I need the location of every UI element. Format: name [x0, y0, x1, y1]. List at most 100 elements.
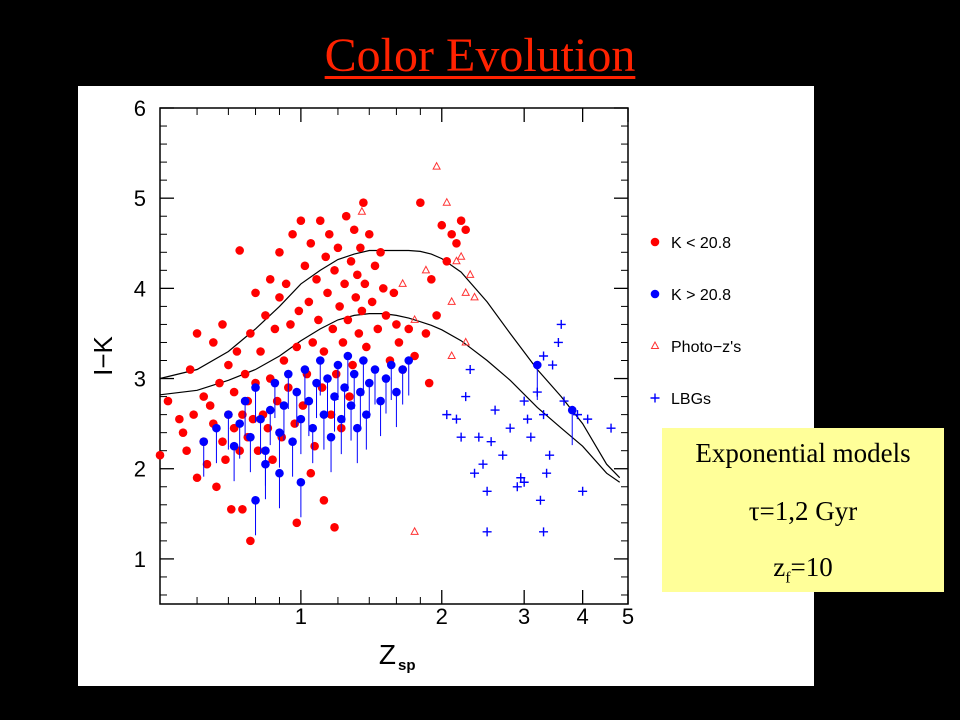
y-tick-label: 2 [134, 457, 146, 482]
point-dot [340, 383, 349, 392]
point-dot [240, 369, 250, 379]
point-dot [392, 387, 401, 397]
point-dot [212, 482, 221, 492]
point-dot [330, 523, 339, 532]
x-tick-label: 2 [436, 604, 448, 629]
point-dot [229, 387, 239, 397]
point-dot [281, 279, 291, 289]
point-triangle [357, 206, 367, 215]
point-dot [349, 225, 359, 235]
point-dot [567, 405, 577, 415]
point-dot [296, 477, 306, 487]
point-plus [559, 396, 569, 406]
point-dot [314, 315, 323, 325]
point-dot [326, 410, 336, 419]
model-curves [159, 249, 621, 483]
legend-label-2: K > 20.8 [671, 287, 731, 304]
point-dot [335, 302, 344, 311]
point-dot [447, 229, 456, 239]
point-plus [505, 423, 515, 433]
point-plus [451, 414, 461, 424]
point-plus [542, 468, 552, 478]
note-zf-main: z [773, 552, 786, 582]
point-dot [182, 446, 191, 455]
point-dot [189, 410, 198, 419]
x-tick-label: 1 [295, 604, 307, 629]
point-dot [376, 247, 385, 257]
legend-label-4: LBGs [671, 391, 711, 408]
point-dot [338, 338, 348, 347]
point-dot [345, 392, 354, 401]
note-line-tau: τ=1,2 Gyr [748, 496, 858, 526]
point-dot [300, 261, 310, 271]
point-dot [212, 423, 221, 433]
point-dot [386, 360, 396, 370]
point-dot [348, 360, 357, 370]
point-dot [246, 536, 255, 546]
plot-frame [159, 107, 629, 605]
note-zf-sub: f [785, 569, 791, 587]
point-dot [306, 238, 316, 248]
point-dot [226, 505, 236, 514]
point-dot [251, 383, 260, 392]
point-dot [362, 342, 371, 352]
point-triangle [461, 287, 471, 296]
y-tick-label: 6 [134, 96, 146, 121]
point-triangle [421, 265, 431, 274]
point-dot [370, 365, 380, 374]
model-curve-2 [159, 313, 621, 483]
point-dot [238, 410, 247, 419]
point-plus [532, 387, 542, 397]
x-tick-label: 4 [577, 604, 589, 629]
y-axis-label: I−K [88, 335, 118, 375]
point-dot [330, 392, 339, 401]
point-dot [359, 198, 368, 207]
point-dot [353, 270, 362, 280]
point-dot [452, 238, 461, 248]
point-dot [456, 216, 466, 226]
point-dot [333, 243, 343, 253]
x-axis-label: Z [379, 639, 396, 670]
point-dot [323, 374, 332, 383]
legend-marker-4 [650, 393, 660, 403]
point-dot [284, 369, 293, 379]
point-dot [341, 211, 351, 221]
point-dot [304, 297, 314, 307]
chart-legend: K < 20.8 K > 20.8 Photo−z's LBGs [650, 235, 741, 408]
point-dot [381, 311, 391, 320]
point-plus [465, 365, 475, 375]
point-triangle [410, 526, 419, 535]
point-dot [461, 225, 471, 235]
point-dot [199, 392, 209, 401]
point-plus [456, 432, 466, 442]
point-dot [356, 387, 365, 397]
point-dot [343, 351, 353, 361]
point-dot [357, 306, 367, 316]
point-dot [192, 473, 202, 483]
point-dot [270, 378, 280, 388]
point-plus [548, 360, 558, 370]
point-dot [232, 347, 242, 356]
point-dot [224, 360, 233, 370]
point-dot [268, 455, 277, 465]
point-plus [578, 486, 588, 496]
point-triangle [410, 314, 419, 323]
point-dot [275, 247, 284, 257]
y-tick-label: 1 [134, 547, 146, 572]
point-dot [229, 441, 239, 451]
note-line-models: Exponential models [695, 438, 911, 468]
point-dot [336, 414, 346, 424]
point-dot [185, 365, 195, 374]
point-dot [343, 315, 353, 325]
point-dot [394, 338, 404, 347]
point-plus [461, 392, 471, 402]
point-dot [288, 437, 297, 446]
point-dot [367, 297, 377, 307]
point-plus [539, 410, 549, 420]
point-dot [389, 288, 399, 298]
point-plus [482, 486, 492, 496]
point-triangle [452, 256, 461, 265]
note-zf-rest: =10 [790, 552, 833, 582]
point-triangle [432, 161, 441, 170]
point-plus [573, 410, 582, 420]
